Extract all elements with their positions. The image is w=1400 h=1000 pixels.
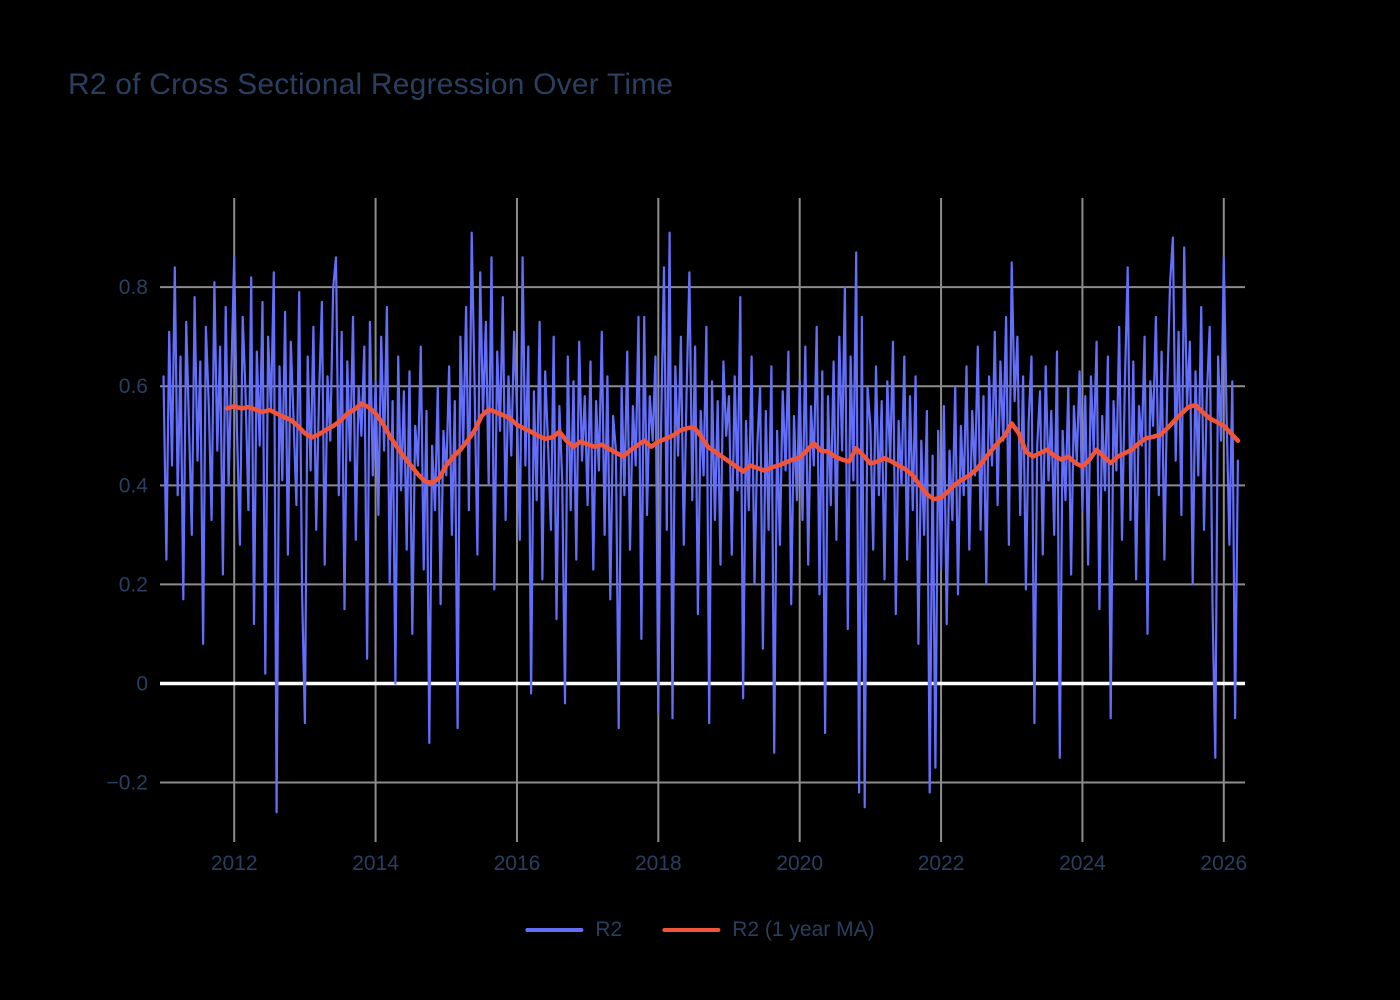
y-tick-label: 0 bbox=[136, 672, 148, 695]
y-tick-label: 0.2 bbox=[119, 573, 148, 596]
legend-label-r2-ma: R2 (1 year MA) bbox=[732, 918, 875, 941]
x-tick-label: 2018 bbox=[635, 852, 682, 875]
chart-legend: R2 R2 (1 year MA) bbox=[525, 918, 875, 942]
y-tick-label: −0.2 bbox=[107, 772, 148, 795]
x-tick-label: 2012 bbox=[211, 852, 258, 875]
x-tick-label: 2024 bbox=[1059, 852, 1106, 875]
chart-title: R2 of Cross Sectional Regression Over Ti… bbox=[68, 68, 674, 101]
y-tick-label: 0.8 bbox=[119, 276, 148, 299]
x-tick-label: 2026 bbox=[1200, 852, 1247, 875]
x-tick-label: 2014 bbox=[352, 852, 399, 875]
x-tick-label: 2022 bbox=[918, 852, 965, 875]
r2-series-line bbox=[162, 231, 1240, 814]
y-tick-label: 0.4 bbox=[119, 474, 149, 497]
x-tick-label: 2016 bbox=[494, 852, 541, 875]
ma-line-swatch bbox=[662, 927, 721, 933]
ma-series-line bbox=[224, 401, 1241, 502]
legend-label-r2: R2 bbox=[595, 918, 623, 941]
legend-item-r2[interactable]: R2 bbox=[525, 918, 622, 942]
y-tick-label: 0.6 bbox=[119, 375, 148, 398]
r2-line-swatch bbox=[525, 928, 584, 932]
x-tick-label: 2020 bbox=[776, 852, 823, 875]
legend-item-r2-ma[interactable]: R2 (1 year MA) bbox=[662, 918, 875, 942]
